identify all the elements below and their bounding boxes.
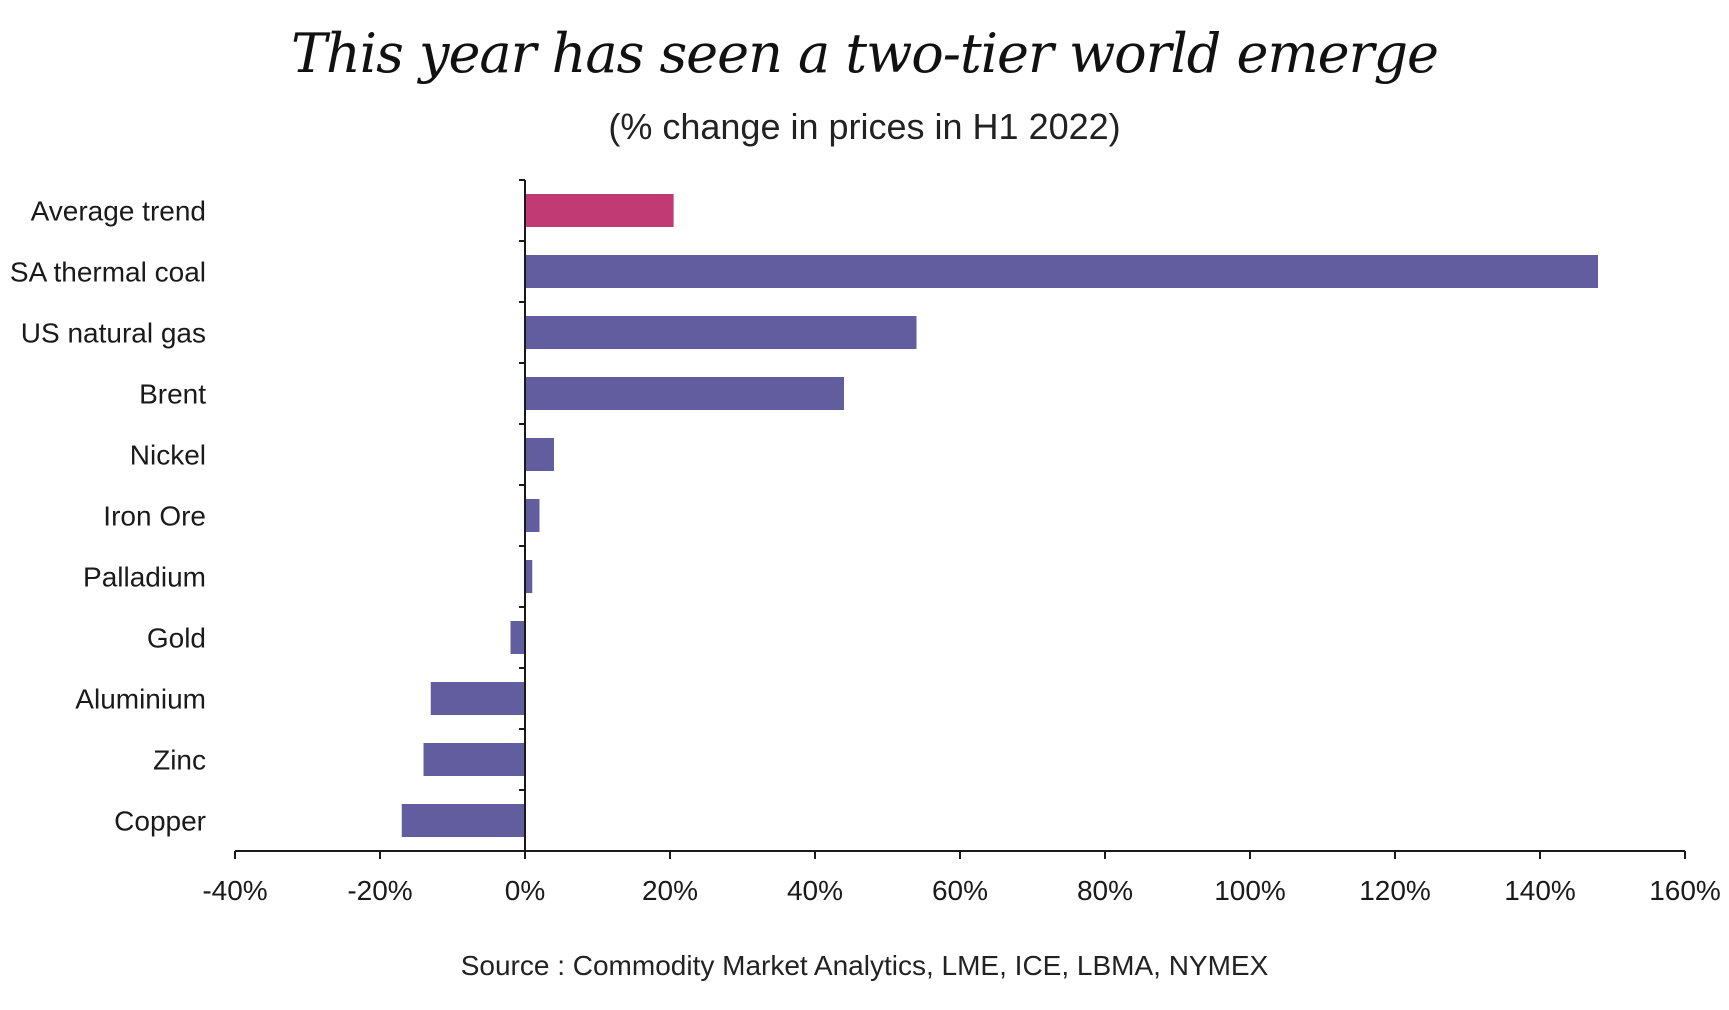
bar-sa-thermal-coal bbox=[525, 255, 1598, 288]
category-label-nickel: Nickel bbox=[130, 440, 206, 471]
category-label-iron-ore: Iron Ore bbox=[103, 501, 206, 532]
category-label-average-trend: Average trend bbox=[31, 196, 206, 227]
x-tick-label: 20% bbox=[642, 875, 698, 906]
x-tick-label: 160% bbox=[1649, 875, 1721, 906]
x-tick-label: 80% bbox=[1077, 875, 1133, 906]
bars-layer bbox=[401, 194, 1598, 837]
bar-palladium bbox=[525, 560, 533, 593]
axes-layer bbox=[234, 179, 1686, 859]
labels-layer: Average trend SA thermal coal US natural g… bbox=[10, 196, 1721, 907]
chart-title: This year has seen a two-tier world emer… bbox=[291, 22, 1439, 85]
x-tick-label: 140% bbox=[1504, 875, 1576, 906]
bar-us-natural-gas bbox=[525, 316, 917, 349]
x-tick-label: -20% bbox=[347, 875, 412, 906]
x-tick-label: 0% bbox=[505, 875, 545, 906]
category-label-brent: Brent bbox=[139, 379, 206, 410]
bar-zinc bbox=[423, 743, 525, 776]
chart-subtitle: (% change in prices in H1 2022) bbox=[608, 106, 1121, 147]
category-label-gold: Gold bbox=[147, 623, 206, 654]
category-label-sa-thermal-coal: SA thermal coal bbox=[10, 257, 206, 288]
category-label-aluminium: Aluminium bbox=[75, 684, 206, 715]
x-tick-label: 120% bbox=[1359, 875, 1431, 906]
category-label-palladium: Palladium bbox=[83, 562, 206, 593]
x-tick-label: -40% bbox=[202, 875, 267, 906]
bar-average-trend bbox=[525, 194, 674, 227]
bar-aluminium bbox=[430, 682, 525, 715]
x-tick-label: 40% bbox=[787, 875, 843, 906]
bar-gold bbox=[510, 621, 525, 654]
category-label-zinc: Zinc bbox=[153, 745, 206, 776]
bar-iron-ore bbox=[525, 499, 540, 532]
bar-brent bbox=[525, 377, 844, 410]
x-tick-label: 60% bbox=[932, 875, 988, 906]
x-tick-label: 100% bbox=[1214, 875, 1286, 906]
chart-source: Source : Commodity Market Analytics, LME… bbox=[460, 950, 1269, 981]
bar-copper bbox=[401, 804, 525, 837]
category-label-us-natural-gas: US natural gas bbox=[21, 318, 206, 349]
bar-nickel bbox=[525, 438, 554, 471]
category-label-copper: Copper bbox=[114, 806, 206, 837]
